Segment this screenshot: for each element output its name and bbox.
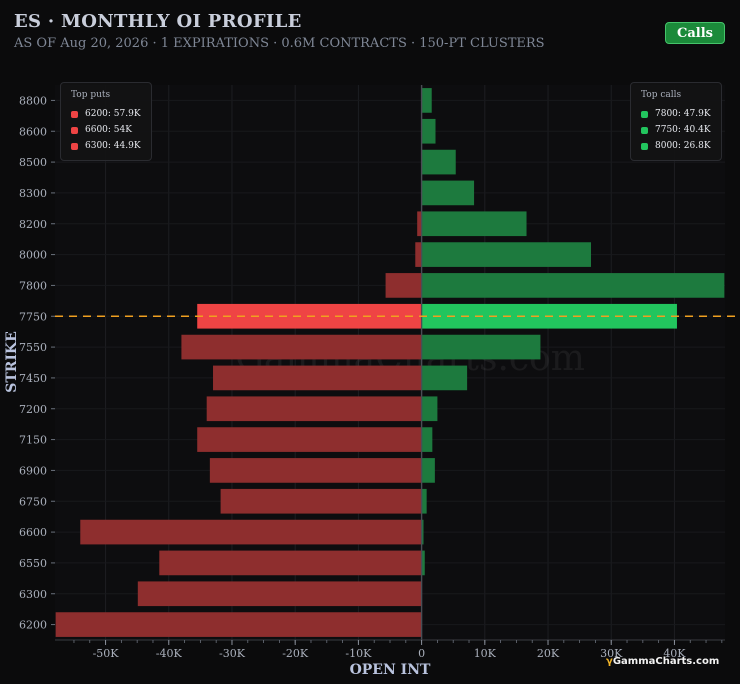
legend-calls-item: 7750: 40.4K [641,122,711,138]
y-tick-label: 7150 [19,434,47,447]
put-swatch [71,126,78,134]
put-bar [213,365,422,391]
put-bar [159,550,422,576]
legend-calls-label: 7800: 47.9K [655,109,711,119]
legend-puts-label: 6200: 57.9K [85,109,141,119]
call-bar [421,519,424,545]
y-tick-label: 6600 [19,526,47,539]
put-bar [220,488,422,514]
legend-top-calls: Top calls 7800: 47.9K 7750: 40.4K 8000: … [630,82,722,161]
put-bar [181,334,422,360]
x-tick-label: -50K [93,647,120,660]
put-bar [417,211,422,237]
y-tick-label: 6550 [19,557,47,570]
legend-puts-label: 6600: 54K [85,125,132,135]
call-bar [421,211,527,237]
put-bar [415,242,422,267]
y-tick-label: 7800 [19,279,47,292]
call-bar [421,273,725,298]
legend-puts-label: 6300: 44.9K [85,141,141,151]
call-bar [421,365,468,391]
x-tick-label: 20K [537,647,560,660]
brand-text: GammaCharts.com [612,656,720,667]
call-bar [421,550,425,576]
chart-subtitle: AS OF Aug 20, 2026 · 1 EXPIRATIONS · 0.6… [14,36,545,51]
call-swatch [641,110,648,118]
y-tick-label: 7750 [19,310,47,323]
put-bar [80,519,422,545]
call-bar [421,242,591,267]
y-tick-label: 8800 [19,94,47,107]
call-bar [421,396,438,422]
call-bar [421,334,541,360]
y-tick-label: 6200 [19,619,47,632]
y-tick-label: 8500 [19,156,47,169]
legend-calls-item: 7800: 47.9K [641,106,711,122]
calls-toggle-button[interactable]: Calls [665,22,725,44]
legend-calls-label: 8000: 26.8K [655,141,711,151]
x-tick-label: 0 [418,647,425,660]
y-tick-label: 6300 [19,588,47,601]
x-tick-label: -40K [156,647,183,660]
plot-area [55,85,725,640]
call-swatch [641,142,648,150]
put-bar [385,273,422,298]
y-tick-label: 7450 [19,372,47,385]
x-tick-label: -20K [282,647,309,660]
put-bar [197,427,422,452]
y-axis-title: STRIKE [4,331,20,393]
x-tick-label: 40K [663,647,686,660]
put-bar [55,612,422,637]
legend-top-puts: Top puts 6200: 57.9K 6600: 54K 6300: 44.… [60,82,152,161]
call-bar [421,458,435,483]
chart-title: ES · MONTHLY OI PROFILE [14,11,302,32]
legend-puts-item: 6300: 44.9K [71,138,141,154]
call-bar [421,88,432,113]
y-tick-label: 8000 [19,249,47,262]
x-tick-label: 30K [600,647,623,660]
y-tick-label: 7200 [19,403,47,416]
y-tick-label: 7550 [19,341,47,354]
y-tick-label: 6900 [19,464,47,477]
y-tick-label: 6750 [19,495,47,508]
gamma-logo-icon: γ [606,656,613,667]
put-bar [206,396,422,422]
call-bar [421,180,475,206]
put-bar [209,458,422,483]
call-bar [421,149,456,175]
call-bar [421,118,436,144]
x-tick-label: -10K [345,647,372,660]
call-bar [421,427,433,452]
put-swatch [71,110,78,118]
y-tick-label: 8600 [19,125,47,138]
legend-calls-item: 8000: 26.8K [641,138,711,154]
x-tick-label: -30K [219,647,246,660]
legend-puts-title: Top puts [71,90,111,100]
legend-puts-item: 6600: 54K [71,122,141,138]
put-bar [137,581,422,607]
x-axis-title: OPEN INT [350,662,431,678]
put-swatch [71,142,78,150]
x-tick-label: 10K [474,647,497,660]
legend-calls-title: Top calls [641,90,682,100]
y-tick-label: 8200 [19,218,47,231]
y-tick-label: 8300 [19,187,47,200]
call-bar [421,488,427,514]
legend-calls-label: 7750: 40.4K [655,125,711,135]
legend-puts-item: 6200: 57.9K [71,106,141,122]
call-swatch [641,126,648,134]
brand-logo: γGammaCharts.com [606,656,719,667]
